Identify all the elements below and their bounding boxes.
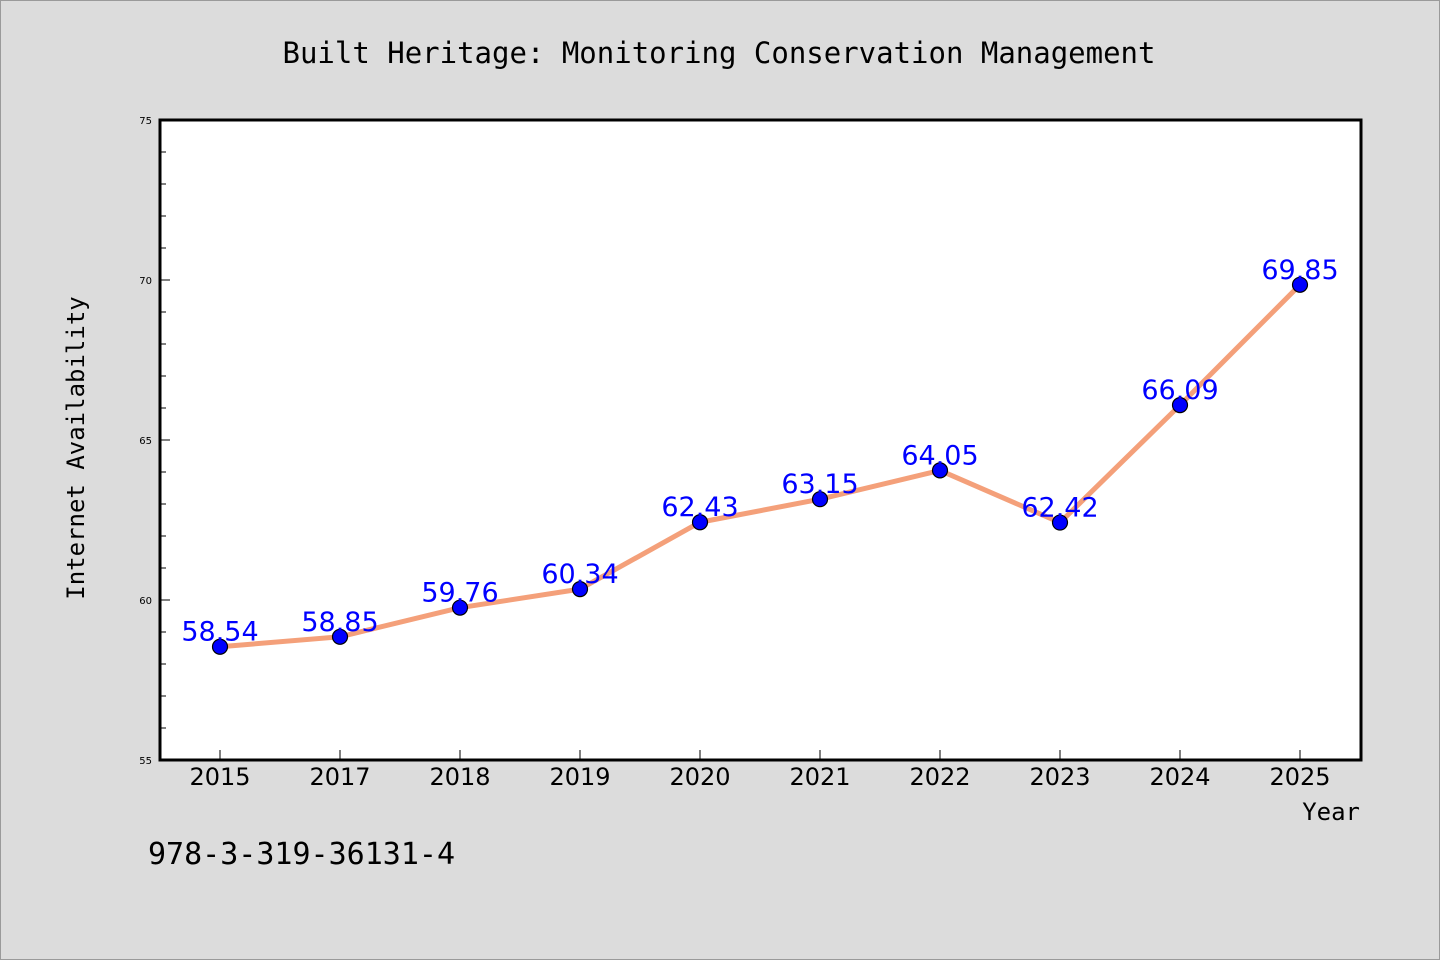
x-tick-label: 2024 [1149,763,1210,791]
data-label: 58.85 [301,607,378,638]
data-point-marker [1051,514,1069,531]
x-tick-label: 2019 [549,763,610,791]
data-label: 62.42 [1021,493,1098,524]
y-tick-label: 55 [139,756,152,767]
x-tick-label: 2017 [309,763,370,791]
y-tick-label: 70 [139,276,152,287]
series-line-group [217,282,1303,650]
x-tick-label: 2025 [1269,763,1330,791]
y-tick-label: 65 [139,436,152,447]
y-axis: 55 60 65 70 75 [139,116,170,767]
data-point-marker [1291,276,1309,293]
x-tick-label: 2022 [909,763,970,791]
data-point-marker [811,491,829,508]
plot-area [158,118,1363,762]
data-label: 58.54 [181,617,258,648]
x-axis-label: Year [1302,798,1360,826]
data-label: 63.15 [781,469,858,500]
x-tick-label: 2023 [1029,763,1090,791]
data-label: 60.34 [541,559,618,590]
data-label: 69.85 [1261,255,1338,286]
data-label: 59.76 [421,578,498,609]
isbn-footer: 978-3-319-36131-4 [148,837,455,872]
x-axis: 2015 2017 2018 2019 2020 2021 2022 2023 2024 2025 [189,750,1331,791]
data-labels: 58.54 58.85 59.76 60.34 62.43 63.15 64.05 62.42… [181,255,1338,648]
x-tick-label: 2021 [789,763,850,791]
data-label: 64.05 [901,440,978,471]
chart-title: Built Heritage: Monitoring Conservation … [283,36,1156,70]
x-tick-label: 2020 [669,763,730,791]
data-point-marker [451,599,469,616]
data-point-marker [331,628,349,645]
data-label: 62.43 [661,492,738,523]
data-point-marker [1171,397,1189,414]
data-point-marker [211,638,229,655]
x-tick-label: 2015 [189,763,250,791]
data-points [211,276,1309,655]
x-tick-label: 2018 [429,763,490,791]
data-point-marker [571,581,589,598]
y-tick-label: 60 [139,596,152,607]
series-line [217,282,1303,650]
data-label: 66.09 [1141,375,1218,406]
data-point-marker [691,514,709,531]
y-axis-label: Internet Availability [62,296,90,599]
y-tick-label: 75 [139,116,152,127]
data-point-marker [931,462,949,479]
